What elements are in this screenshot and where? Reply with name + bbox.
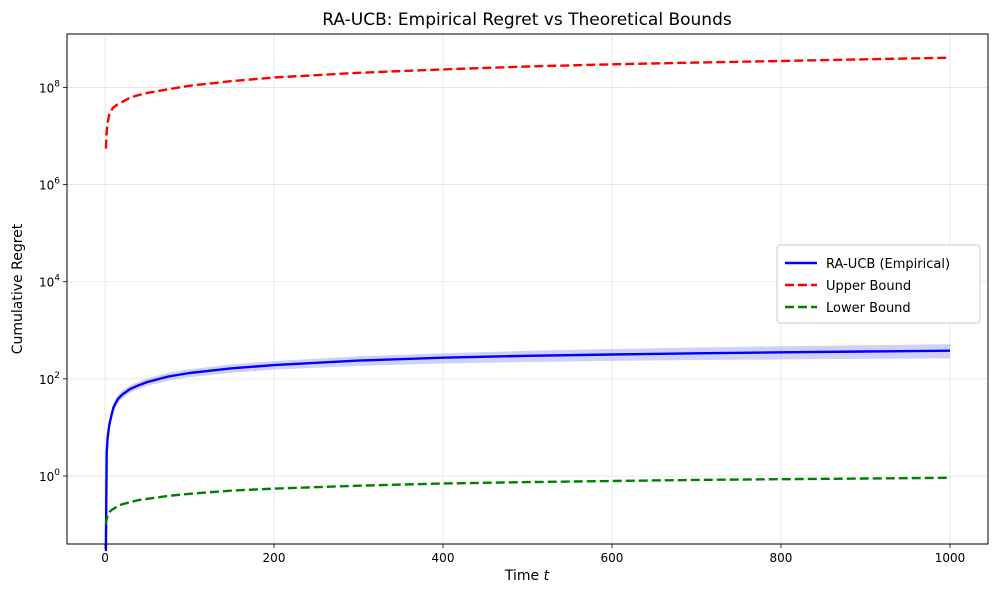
y-tick-exponent: 6 [54,177,60,187]
y-tick-base: 10 [39,470,54,484]
legend: RA-UCB (Empirical) Upper Bound Lower Bound [776,244,981,324]
empirical-regret-line [104,349,951,552]
y-tick-base: 10 [39,276,54,290]
upper-bound-line [104,56,951,149]
x-tick-label: 800 [770,551,793,565]
y-tick-label: 102 [39,371,60,387]
x-axis-label: Time t [504,568,550,584]
x-axis-ticks: 0 200 400 600 800 1000 [101,544,965,565]
y-tick-exponent: 2 [54,371,60,381]
x-tick-label: 600 [601,551,624,565]
legend-label: RA-UCB (Empirical) [826,257,950,272]
y-tick-base: 10 [39,81,54,95]
y-tick-base: 10 [39,179,54,193]
y-tick-base: 10 [39,373,54,387]
y-tick-label: 100 [39,468,60,484]
y-tick-exponent: 4 [54,274,60,284]
series-lines [104,56,951,552]
x-tick-label: 1000 [935,551,966,565]
x-tick-label: 400 [432,551,455,565]
legend-box [776,244,981,324]
y-tick-exponent: 8 [54,79,60,89]
y-axis-label: Cumulative Regret [10,223,26,354]
empirical-confidence-band [105,344,950,559]
y-tick-label: 106 [39,177,60,193]
legend-label: Lower Bound [826,301,911,316]
legend-label: Upper Bound [826,279,911,294]
plot-area-frame [66,33,989,545]
x-axis-label-text: Time [504,568,539,584]
chart-title: RA-UCB: Empirical Regret vs Theoretical … [322,10,732,30]
x-axis-label-variable: t [544,568,550,584]
y-tick-label: 108 [39,79,60,95]
x-tick-label: 0 [101,551,109,565]
lower-bound-line [104,476,951,525]
confidence-bands [105,344,950,559]
y-tick-exponent: 0 [54,468,60,478]
x-tick-label: 200 [263,551,286,565]
y-tick-label: 104 [39,274,60,290]
